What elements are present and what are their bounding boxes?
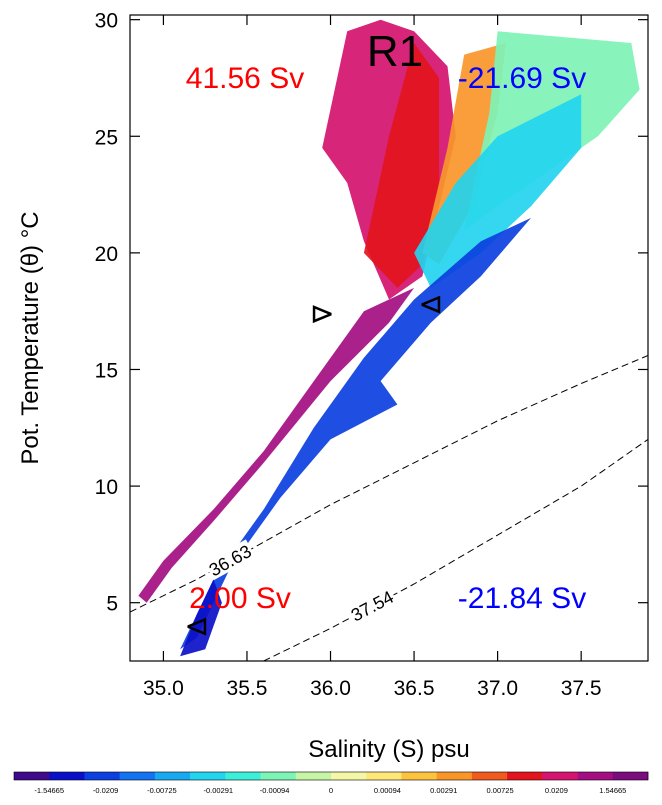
flow-direction-marker: ⊳ <box>310 298 335 331</box>
colorbar-swatch <box>295 772 332 780</box>
contour-label: 37.54 <box>348 587 397 626</box>
x-tick-label: 37.0 <box>477 677 518 700</box>
y-tick-label: 10 <box>95 476 118 499</box>
region-warm-diagonal-arm <box>138 287 415 603</box>
colorbar-swatch <box>577 772 614 780</box>
heatmap-regions <box>138 19 640 657</box>
y-tick-label: 5 <box>106 593 118 616</box>
y-axis-label: Pot. Temperature (θ) °C <box>17 211 44 464</box>
colorbar-swatch <box>331 772 367 780</box>
colorbar-swatch <box>190 772 226 780</box>
contour-line-36.63 <box>130 355 648 613</box>
x-tick-label: 35.0 <box>143 677 184 700</box>
colorbar-swatch <box>49 772 85 780</box>
colorbar-label: 0.00291 <box>430 786 457 795</box>
contour-label-bg <box>203 539 256 581</box>
colorbar-swatch <box>154 772 191 780</box>
axis-ticks: 35.0 35.5 36.0 36.5 37.0 37.5 5 10 15 20 25 30 <box>95 10 648 700</box>
colorbar-label: 0 <box>329 786 333 795</box>
flow-markers: ⊳ ⊲ ⊲ <box>184 288 443 643</box>
colorbar-swatch <box>14 772 50 780</box>
colorbar-swatch <box>84 772 120 780</box>
colorbar-swatch <box>119 772 156 780</box>
colorbar-frame <box>13 771 649 781</box>
transport-label-upper-left: 41.56 Sv <box>186 62 304 95</box>
colorbar-swatch <box>366 772 402 780</box>
contour-label-bg <box>345 585 398 626</box>
colorbar-swatch <box>225 772 261 780</box>
colorbar-swatch <box>436 772 473 780</box>
colorbar-swatch <box>542 772 578 780</box>
colorbar-label: -0.0209 <box>93 786 118 795</box>
colorbar: -1.54665 -0.0209 -0.00725 -0.00291 -0.00094 0… <box>13 771 649 795</box>
x-tick-label: 36.0 <box>310 677 351 700</box>
chart-title: R1 <box>367 27 423 76</box>
colorbar-label: -1.54665 <box>34 786 64 795</box>
y-tick-label: 25 <box>95 126 118 149</box>
region-warm-core <box>363 43 440 288</box>
transport-label-lower-left: 2.00 Sv <box>189 582 291 615</box>
colorbar-label: 0.00725 <box>487 786 514 795</box>
colorbar-swatch <box>507 772 543 780</box>
plot-frame <box>129 14 649 662</box>
colorbar-label: -0.00725 <box>147 786 177 795</box>
colorbar-label: -0.00291 <box>203 786 233 795</box>
colorbar-swatch <box>401 772 437 780</box>
colorbar-label: 0.00094 <box>374 786 401 795</box>
region-deep-cool-tail <box>180 579 222 657</box>
y-tick-label: 20 <box>95 243 118 266</box>
x-tick-label: 37.5 <box>561 677 602 700</box>
colorbar-swatch <box>471 772 508 780</box>
flow-direction-marker: ⊲ <box>418 288 443 321</box>
x-tick-label: 35.5 <box>227 677 268 700</box>
colorbar-label: -0.00094 <box>260 786 290 795</box>
contour-line-37.54 <box>263 438 648 661</box>
y-tick-label: 15 <box>95 359 118 382</box>
flow-direction-marker: ⊲ <box>184 610 209 643</box>
transport-annotations: 41.56 Sv -21.69 Sv 2.00 Sv -21.84 Sv <box>186 62 586 615</box>
contour-label: 36.63 <box>206 541 255 580</box>
colorbar-swatch <box>612 772 649 780</box>
x-axis-label: Salinity (S) psu <box>308 736 469 763</box>
colorbar-label: 1.54665 <box>599 786 626 795</box>
transport-label-lower-right: -21.84 Sv <box>458 582 586 615</box>
x-tick-label: 36.5 <box>394 677 435 700</box>
region-cyan-upper-right <box>414 94 582 288</box>
colorbar-label: 0.0209 <box>545 786 568 795</box>
y-tick-label: 30 <box>95 10 118 33</box>
transport-label-upper-right: -21.69 Sv <box>458 62 586 95</box>
colorbar-swatch <box>260 772 297 780</box>
